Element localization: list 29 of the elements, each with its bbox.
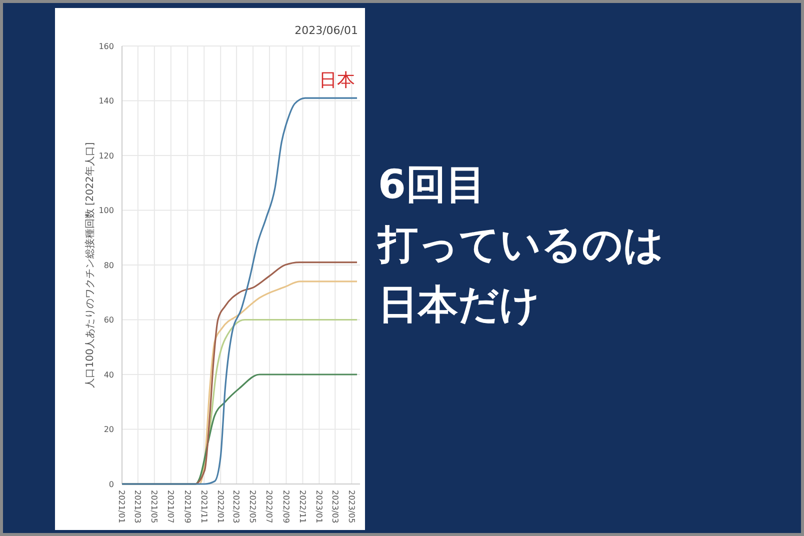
y-tick-label: 60	[104, 316, 114, 325]
x-tick-label: 2021/01	[117, 490, 126, 524]
x-tick-label: 2022/01	[216, 490, 225, 524]
series-label: 日本	[319, 70, 356, 92]
y-tick-label: 140	[98, 96, 114, 106]
y-tick-label: 160	[98, 42, 114, 51]
y-tick-label: 80	[104, 260, 114, 270]
x-tick-label: 2022/11	[298, 490, 307, 524]
y-tick-label: 0	[108, 480, 114, 489]
y-tick-label: 20	[104, 425, 114, 434]
y-tick-label: 120	[98, 151, 114, 160]
x-tick-label: 2023/05	[346, 490, 356, 524]
x-tick-label: 2021/07	[166, 490, 176, 524]
text: 2023/06/01	[294, 24, 358, 37]
x-tick-label: 2022/07	[264, 490, 274, 524]
y-tick-label: 100	[98, 206, 114, 216]
x-tick-label: 2022/05	[248, 490, 258, 524]
x-tick-label: 2023/03	[330, 490, 340, 524]
text: 6回目打っているのは日本だけ	[376, 162, 664, 328]
x-tick-label: 2021/03	[133, 490, 142, 524]
x-tick-label: 2021/09	[182, 490, 192, 524]
x-tick-label: 2022/03	[232, 490, 241, 524]
y-axis-title: 人口100人あたりのワクチン総接種回数 [2022年人口]	[84, 142, 96, 388]
x-tick-label: 2022/09	[281, 490, 290, 524]
y-tick-label: 40	[104, 370, 114, 380]
x-tick-label: 2021/11	[199, 490, 208, 524]
x-tick-label: 2021/05	[150, 490, 159, 524]
line-series	[121, 97, 358, 485]
x-tick-label: 2023/01	[314, 490, 324, 524]
